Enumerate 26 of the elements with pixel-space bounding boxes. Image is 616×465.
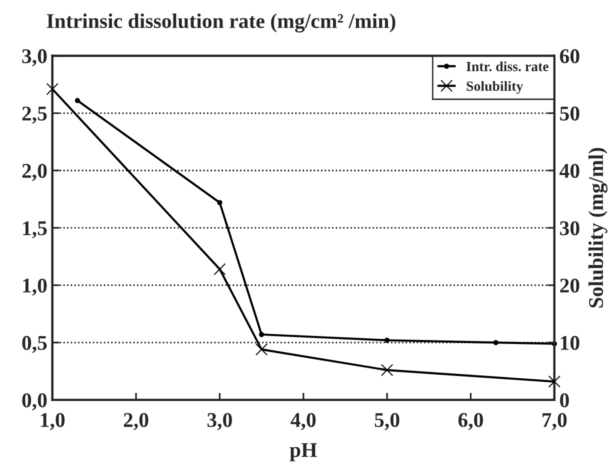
legend-label: Intr. diss. rate: [466, 61, 548, 72]
legend-label: Solubility: [466, 81, 523, 94]
y-tick-label: 0,5: [22, 336, 47, 354]
y-tick-label: 2,0: [22, 164, 47, 181]
x-tick-label: 5,0: [374, 413, 400, 430]
y2-tick-label: 60: [560, 49, 580, 64]
x-tick-label: 7,0: [542, 413, 567, 430]
y-tick-label: 1,0: [23, 278, 47, 296]
y2-axis-title: Solubility (mg/ml): [588, 148, 608, 308]
y2-tick-label: 50: [560, 106, 580, 121]
y-tick-label: 1,5: [23, 221, 47, 238]
y-tick-label: 3,0: [22, 49, 47, 66]
y-tick-label: 2,5: [22, 106, 47, 124]
x-axis-title: pH: [290, 443, 317, 462]
y2-tick-label: 10: [560, 336, 580, 350]
y2-tick-label: 0: [560, 393, 569, 408]
x-tick-label: 6,0: [458, 413, 483, 430]
y2-tick-label: 40: [560, 164, 580, 178]
y2-tick-label: 20: [560, 278, 580, 293]
y-tick-label: 0,0: [22, 393, 47, 410]
x-tick-label: 4,0: [290, 413, 316, 430]
x-tick-label: 1,0: [41, 413, 65, 430]
chart-title: Intrinsic dissolution rate (mg/cm² /min): [46, 13, 396, 32]
y2-tick-label: 30: [560, 221, 580, 236]
x-tick-label: 2,0: [124, 413, 148, 430]
x-tick-label: 3,0: [207, 413, 232, 430]
